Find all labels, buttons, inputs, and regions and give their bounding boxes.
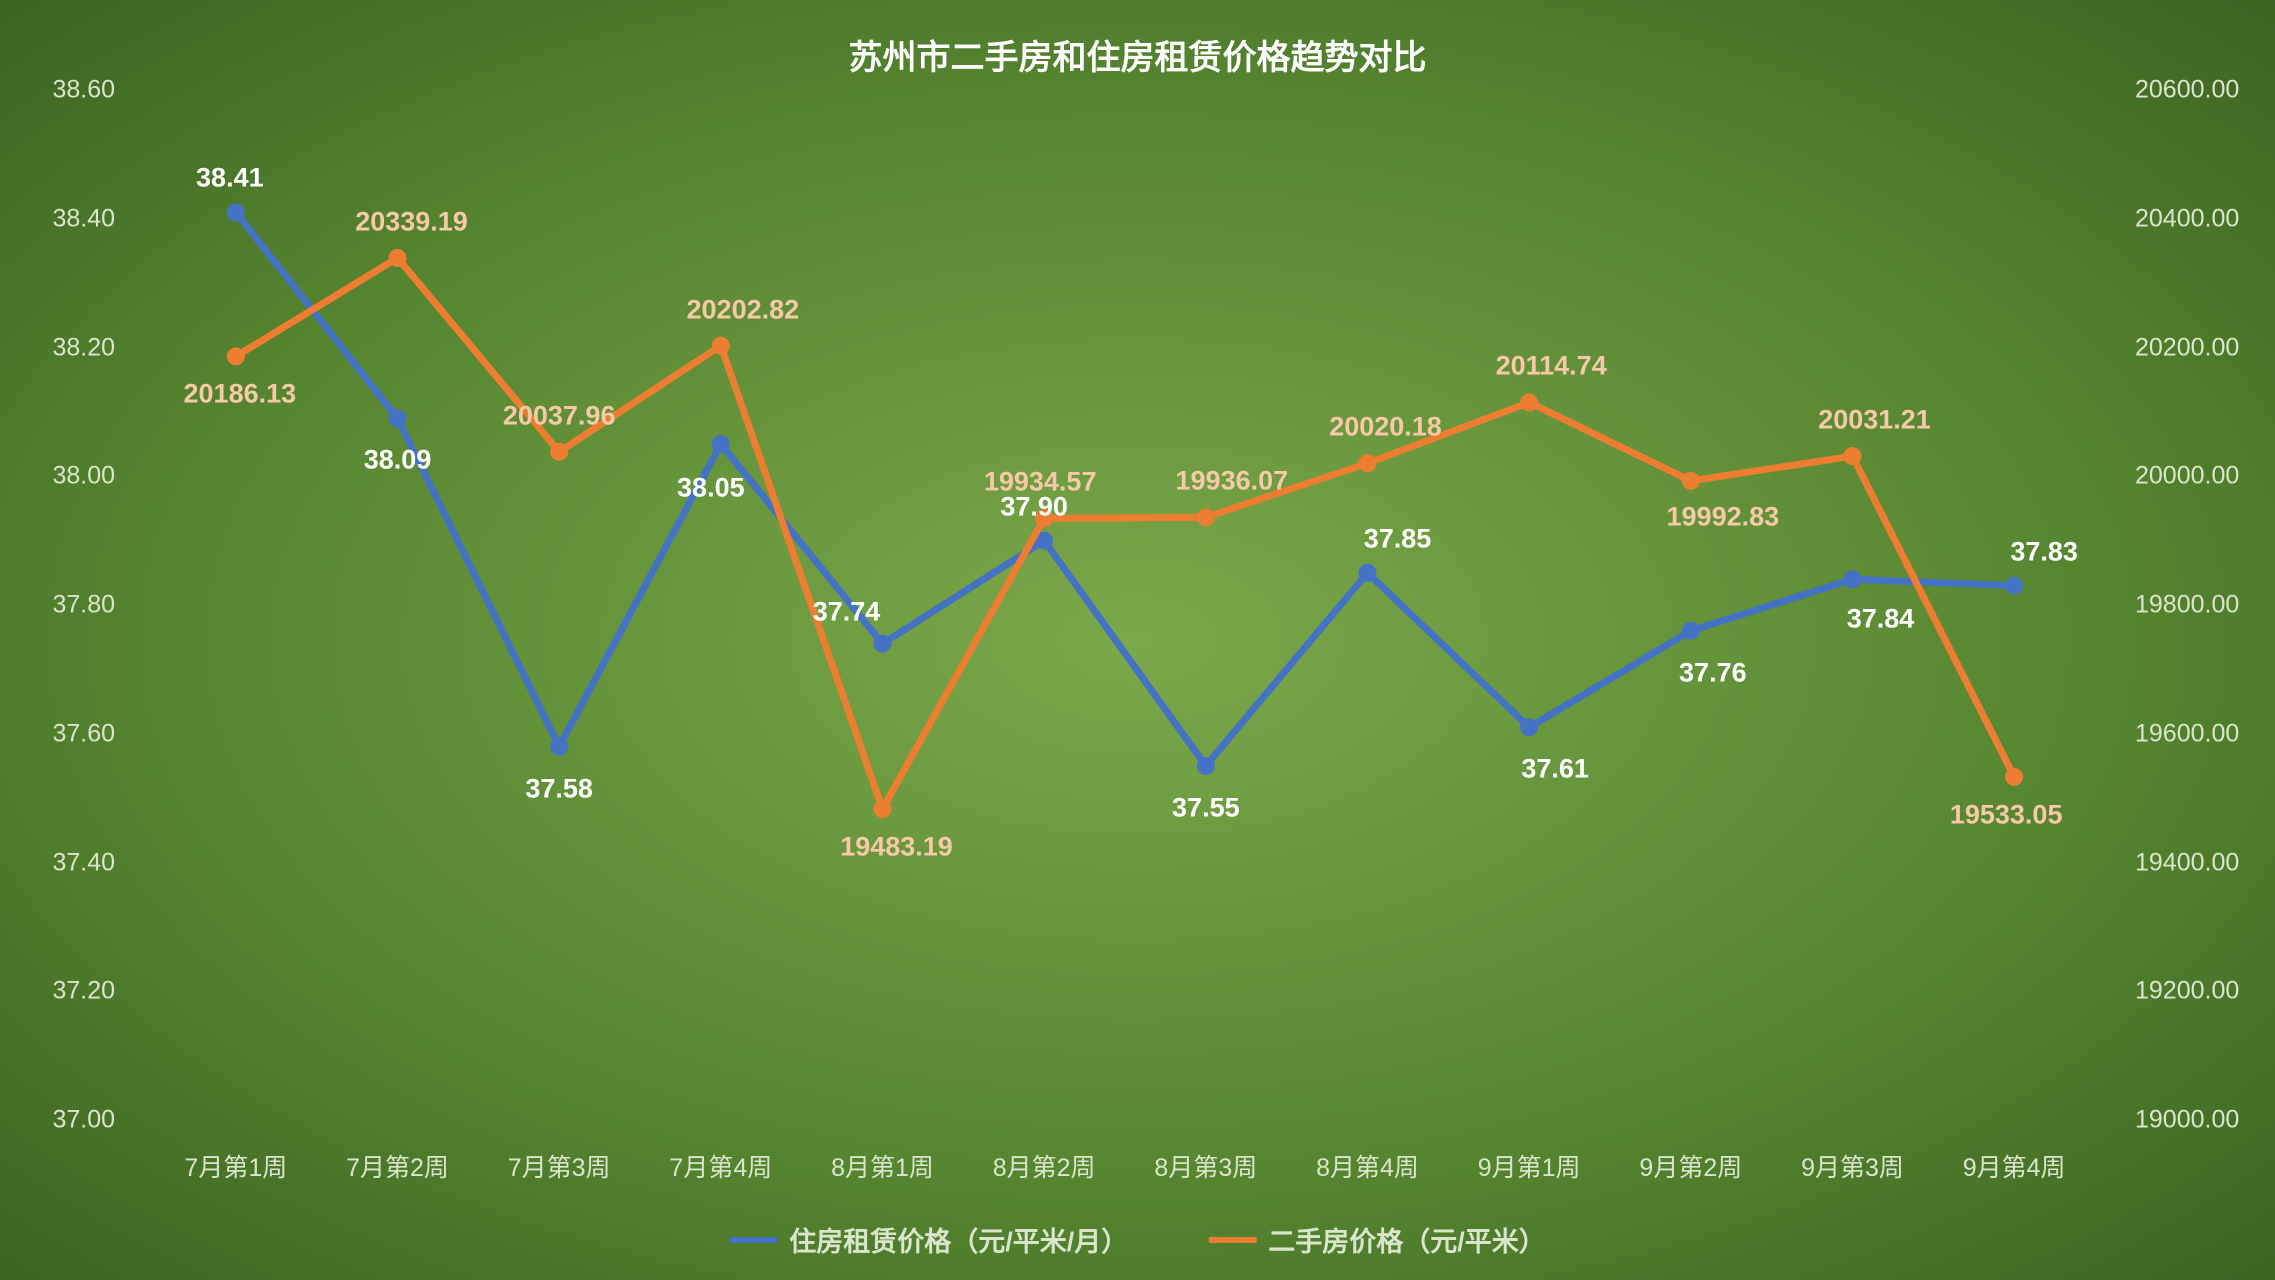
data-label-secondhand: 19483.19 bbox=[840, 831, 953, 862]
series-marker-rental bbox=[389, 409, 407, 427]
x-tick-label: 7月第4周 bbox=[669, 1148, 772, 1184]
y-right-tick-label: 19600.00 bbox=[2135, 719, 2239, 748]
data-label-rental: 37.83 bbox=[2010, 536, 2078, 567]
series-marker-secondhand bbox=[2005, 768, 2023, 786]
data-label-rental: 38.41 bbox=[196, 163, 264, 194]
series-marker-rental bbox=[874, 635, 892, 653]
data-label-rental: 37.85 bbox=[1364, 523, 1432, 554]
series-marker-secondhand bbox=[1520, 393, 1538, 411]
series-marker-secondhand bbox=[712, 337, 730, 355]
legend-label-secondhand: 二手房价格（元/平米） bbox=[1268, 1220, 1546, 1259]
x-tick-label: 9月第1周 bbox=[1478, 1148, 1581, 1184]
series-marker-rental bbox=[712, 435, 730, 453]
y-left-tick-label: 38.60 bbox=[52, 76, 115, 105]
y-left-tick-label: 37.40 bbox=[52, 848, 115, 877]
series-marker-secondhand bbox=[550, 443, 568, 461]
data-label-rental: 37.76 bbox=[1679, 657, 1747, 688]
series-marker-secondhand bbox=[1197, 508, 1215, 526]
series-marker-secondhand bbox=[1844, 447, 1862, 465]
y-right-tick-label: 19400.00 bbox=[2135, 848, 2239, 877]
series-line-secondhand bbox=[236, 258, 2014, 809]
data-label-secondhand: 20037.96 bbox=[503, 400, 616, 431]
y-left-tick-label: 37.80 bbox=[52, 591, 115, 620]
y-right-tick-label: 19200.00 bbox=[2135, 977, 2239, 1006]
y-right-tick-label: 20000.00 bbox=[2135, 462, 2239, 491]
data-label-secondhand: 20020.18 bbox=[1329, 412, 1442, 443]
series-marker-secondhand bbox=[1359, 454, 1377, 472]
y-left-tick-label: 37.20 bbox=[52, 977, 115, 1006]
series-marker-secondhand bbox=[1682, 472, 1700, 490]
x-tick-label: 8月第1周 bbox=[831, 1148, 934, 1184]
data-label-rental: 38.09 bbox=[364, 445, 432, 476]
series-marker-rental bbox=[1844, 570, 1862, 588]
data-label-rental: 37.74 bbox=[813, 596, 881, 627]
x-tick-label: 8月第4周 bbox=[1316, 1148, 1419, 1184]
series-marker-rental bbox=[1197, 757, 1215, 775]
data-label-secondhand: 19936.07 bbox=[1176, 466, 1289, 497]
y-left-tick-label: 38.40 bbox=[52, 204, 115, 233]
x-tick-label: 9月第3周 bbox=[1801, 1148, 1904, 1184]
x-tick-label: 7月第1周 bbox=[184, 1148, 287, 1184]
series-marker-rental bbox=[1359, 564, 1377, 582]
y-right-tick-label: 19000.00 bbox=[2135, 1106, 2239, 1135]
y-right-tick-label: 19800.00 bbox=[2135, 591, 2239, 620]
data-label-rental: 38.05 bbox=[677, 473, 745, 504]
series-marker-rental bbox=[227, 203, 245, 221]
legend-swatch-secondhand bbox=[1208, 1237, 1256, 1243]
series-marker-rental bbox=[550, 738, 568, 756]
data-label-rental: 37.61 bbox=[1521, 754, 1589, 785]
series-marker-rental bbox=[1682, 622, 1700, 640]
data-label-secondhand: 20031.21 bbox=[1818, 405, 1931, 436]
data-label-secondhand: 20114.74 bbox=[1496, 351, 1607, 382]
series-marker-secondhand bbox=[227, 347, 245, 365]
series-marker-secondhand bbox=[389, 249, 407, 267]
legend-label-rental: 住房租赁价格（元/平米/月） bbox=[789, 1220, 1128, 1259]
data-label-secondhand: 19992.83 bbox=[1667, 501, 1780, 532]
data-label-rental: 37.84 bbox=[1847, 604, 1915, 635]
chart-container: 苏州市二手房和住房租赁价格趋势对比 37.0037.2037.4037.6037… bbox=[0, 0, 2275, 1280]
data-label-rental: 37.55 bbox=[1172, 792, 1240, 823]
y-left-tick-label: 37.60 bbox=[52, 719, 115, 748]
x-tick-label: 7月第3周 bbox=[508, 1148, 611, 1184]
data-label-secondhand: 20186.13 bbox=[184, 379, 297, 410]
data-label-secondhand: 19934.57 bbox=[984, 467, 1097, 498]
x-tick-label: 9月第4周 bbox=[1963, 1148, 2066, 1184]
y-left-tick-label: 38.00 bbox=[52, 462, 115, 491]
x-tick-label: 8月第2周 bbox=[993, 1148, 1096, 1184]
data-label-secondhand: 19533.05 bbox=[1950, 799, 2063, 830]
chart-plot-svg bbox=[0, 0, 2275, 1280]
y-left-tick-label: 38.20 bbox=[52, 333, 115, 362]
legend-item-rental: 住房租赁价格（元/平米/月） bbox=[729, 1220, 1128, 1259]
series-marker-secondhand bbox=[874, 800, 892, 818]
series-line-rental bbox=[236, 212, 2014, 766]
y-right-tick-label: 20600.00 bbox=[2135, 76, 2239, 105]
x-tick-label: 9月第2周 bbox=[1639, 1148, 1742, 1184]
data-label-rental: 37.58 bbox=[525, 773, 593, 804]
data-label-secondhand: 20202.82 bbox=[687, 294, 800, 325]
x-tick-label: 7月第2周 bbox=[346, 1148, 449, 1184]
y-right-tick-label: 20200.00 bbox=[2135, 333, 2239, 362]
x-tick-label: 8月第3周 bbox=[1154, 1148, 1257, 1184]
series-marker-rental bbox=[2005, 577, 2023, 595]
legend-swatch-rental bbox=[729, 1237, 777, 1243]
y-left-tick-label: 37.00 bbox=[52, 1106, 115, 1135]
y-right-tick-label: 20400.00 bbox=[2135, 204, 2239, 233]
legend: 住房租赁价格（元/平米/月） 二手房价格（元/平米） bbox=[729, 1220, 1546, 1259]
legend-item-secondhand: 二手房价格（元/平米） bbox=[1208, 1220, 1546, 1259]
data-label-secondhand: 20339.19 bbox=[355, 206, 468, 237]
series-marker-rental bbox=[1520, 718, 1538, 736]
